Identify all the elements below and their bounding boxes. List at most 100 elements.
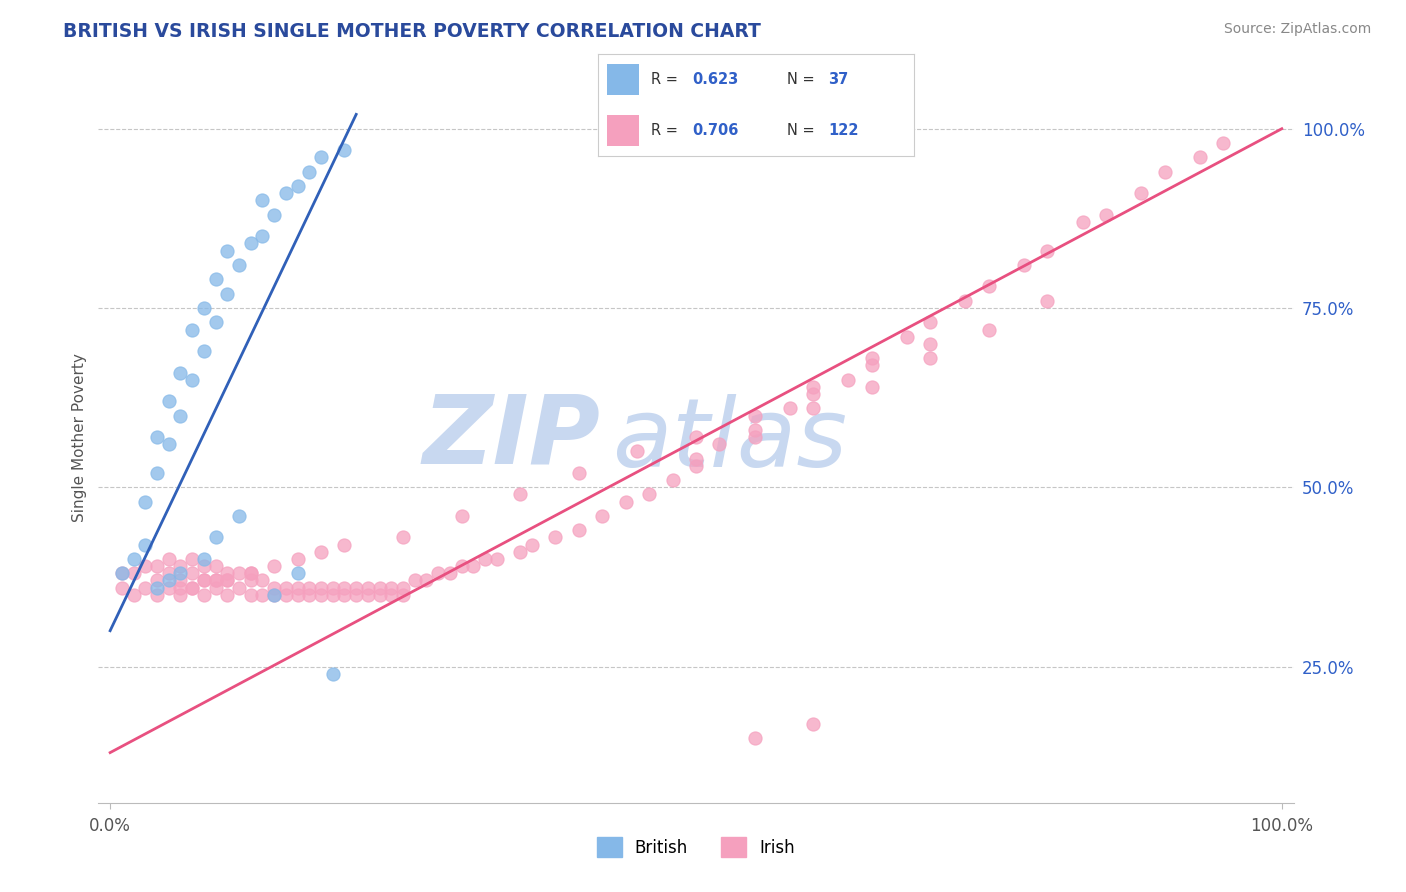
Point bbox=[169, 366, 191, 380]
Point bbox=[568, 524, 591, 538]
Point bbox=[204, 272, 226, 286]
Point bbox=[1012, 258, 1035, 272]
Point bbox=[252, 574, 274, 588]
Point bbox=[955, 293, 977, 308]
Point bbox=[404, 574, 426, 588]
Point bbox=[217, 588, 239, 602]
Point bbox=[779, 401, 801, 416]
Point bbox=[1130, 186, 1153, 201]
Point bbox=[204, 531, 226, 545]
Point bbox=[287, 552, 309, 566]
Point bbox=[744, 409, 766, 423]
Point bbox=[193, 588, 215, 602]
Point bbox=[181, 581, 204, 595]
Point bbox=[709, 437, 731, 451]
Point bbox=[368, 581, 391, 595]
Point bbox=[638, 487, 661, 501]
Point bbox=[134, 559, 156, 574]
Point bbox=[239, 574, 262, 588]
Point bbox=[157, 574, 180, 588]
Point bbox=[287, 179, 309, 194]
Point bbox=[309, 545, 332, 559]
Point bbox=[181, 322, 204, 336]
Point bbox=[1095, 208, 1118, 222]
Point bbox=[252, 229, 274, 244]
Point bbox=[463, 559, 485, 574]
Point bbox=[146, 588, 169, 602]
Point bbox=[439, 566, 461, 581]
Text: R =: R = bbox=[651, 123, 683, 138]
Point bbox=[134, 494, 156, 508]
Text: 122: 122 bbox=[828, 123, 859, 138]
Point bbox=[169, 581, 191, 595]
Point bbox=[744, 731, 766, 746]
Point bbox=[134, 538, 156, 552]
Point bbox=[263, 559, 285, 574]
Point bbox=[193, 301, 215, 315]
Point bbox=[322, 588, 344, 602]
Point bbox=[193, 574, 215, 588]
Text: Source: ZipAtlas.com: Source: ZipAtlas.com bbox=[1223, 22, 1371, 37]
Point bbox=[122, 588, 145, 602]
Point bbox=[801, 387, 824, 401]
Point bbox=[157, 566, 180, 581]
Point bbox=[239, 566, 262, 581]
Point bbox=[169, 566, 191, 581]
Point bbox=[217, 574, 239, 588]
Point bbox=[252, 194, 274, 208]
Point bbox=[169, 409, 191, 423]
Point bbox=[228, 581, 250, 595]
Point bbox=[169, 588, 191, 602]
Point bbox=[1071, 215, 1094, 229]
Point bbox=[157, 552, 180, 566]
Y-axis label: Single Mother Poverty: Single Mother Poverty bbox=[72, 352, 87, 522]
Point bbox=[111, 566, 134, 581]
Point bbox=[333, 588, 356, 602]
Point bbox=[380, 588, 402, 602]
Text: 0.623: 0.623 bbox=[692, 71, 738, 87]
Point bbox=[134, 581, 156, 595]
Point bbox=[1036, 293, 1059, 308]
Point bbox=[239, 566, 262, 581]
Point bbox=[333, 143, 356, 157]
Point bbox=[217, 574, 239, 588]
Point bbox=[181, 373, 204, 387]
Point bbox=[193, 552, 215, 566]
Point bbox=[309, 581, 332, 595]
Point bbox=[368, 588, 391, 602]
Point bbox=[801, 380, 824, 394]
Point bbox=[1153, 165, 1175, 179]
Point bbox=[860, 380, 883, 394]
Point bbox=[357, 581, 380, 595]
Point bbox=[169, 559, 191, 574]
Point bbox=[977, 322, 1000, 336]
Point bbox=[357, 588, 380, 602]
Point bbox=[298, 581, 321, 595]
Point bbox=[520, 538, 543, 552]
Point bbox=[1188, 150, 1211, 164]
Point bbox=[274, 186, 297, 201]
Point bbox=[287, 588, 309, 602]
Point bbox=[228, 566, 250, 581]
Point bbox=[263, 588, 285, 602]
Point bbox=[298, 165, 321, 179]
Point bbox=[146, 574, 169, 588]
Point bbox=[591, 508, 613, 523]
Text: N =: N = bbox=[787, 123, 820, 138]
Point bbox=[344, 581, 367, 595]
Point bbox=[239, 236, 262, 251]
Point bbox=[977, 279, 1000, 293]
Point bbox=[193, 344, 215, 359]
Point bbox=[544, 531, 567, 545]
Point bbox=[193, 559, 215, 574]
Point bbox=[204, 574, 226, 588]
Text: BRITISH VS IRISH SINGLE MOTHER POVERTY CORRELATION CHART: BRITISH VS IRISH SINGLE MOTHER POVERTY C… bbox=[63, 22, 761, 41]
Point bbox=[344, 588, 367, 602]
Point bbox=[614, 494, 637, 508]
Point bbox=[298, 588, 321, 602]
Point bbox=[860, 351, 883, 366]
Text: R =: R = bbox=[651, 71, 683, 87]
Point bbox=[309, 588, 332, 602]
Point bbox=[415, 574, 437, 588]
Point bbox=[860, 359, 883, 373]
